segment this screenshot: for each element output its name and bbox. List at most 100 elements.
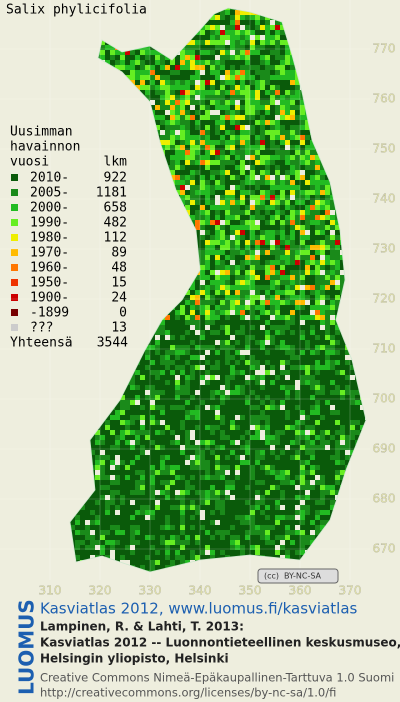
cell	[215, 45, 220, 50]
cell	[100, 45, 105, 50]
cell	[235, 425, 240, 430]
cell	[210, 275, 215, 280]
cell	[350, 315, 355, 320]
cell	[210, 220, 215, 225]
cell	[355, 350, 360, 355]
cell	[90, 150, 95, 155]
cell	[210, 415, 215, 420]
cell	[145, 30, 150, 35]
cell	[235, 225, 240, 230]
cell	[305, 395, 310, 400]
cell	[360, 410, 365, 415]
cell	[350, 35, 355, 40]
cell	[90, 135, 95, 140]
cell	[340, 110, 345, 115]
cell	[190, 330, 195, 335]
cell	[200, 8, 205, 10]
cell	[80, 330, 85, 335]
cell	[200, 120, 205, 125]
cell	[145, 20, 150, 25]
cell	[300, 195, 305, 200]
cell	[345, 80, 350, 85]
cell	[315, 340, 320, 345]
cell	[150, 140, 155, 145]
cell	[170, 240, 175, 245]
cell	[265, 250, 270, 255]
cell	[140, 25, 145, 30]
cell	[340, 415, 345, 420]
cell	[295, 140, 300, 145]
cell	[85, 265, 90, 270]
cell	[80, 320, 85, 325]
cell	[255, 145, 260, 150]
cell	[255, 50, 260, 55]
cell	[330, 170, 335, 175]
cell	[250, 355, 255, 360]
cell	[310, 60, 315, 65]
cell	[140, 415, 145, 420]
cell	[320, 55, 325, 60]
cell	[355, 100, 360, 105]
cell	[290, 85, 295, 90]
cell	[210, 265, 215, 270]
cell	[335, 385, 340, 390]
cell	[295, 220, 300, 225]
cell	[205, 285, 210, 290]
cell	[225, 20, 230, 25]
cell	[285, 155, 290, 160]
cell	[270, 75, 275, 80]
cell	[305, 215, 310, 220]
cell	[250, 390, 255, 395]
cell	[70, 290, 75, 295]
cell	[185, 420, 190, 425]
cell	[325, 100, 330, 105]
cell	[245, 415, 250, 420]
cell	[150, 345, 155, 350]
cell	[245, 200, 250, 205]
cell	[330, 215, 335, 220]
cell	[235, 265, 240, 270]
cell	[305, 50, 310, 55]
cell	[305, 75, 310, 80]
cell	[165, 405, 170, 410]
cell	[310, 25, 315, 30]
cell	[250, 405, 255, 410]
cell	[105, 110, 110, 115]
cell	[245, 120, 250, 125]
cell	[260, 255, 265, 260]
cell	[195, 225, 200, 230]
cell	[85, 325, 90, 330]
cell	[215, 310, 220, 315]
cell	[260, 190, 265, 195]
cell	[120, 135, 125, 140]
cell	[90, 275, 95, 280]
cell	[350, 215, 355, 220]
cell	[190, 180, 195, 185]
cell	[350, 65, 355, 70]
cell	[170, 310, 175, 315]
cell	[140, 430, 145, 435]
cell	[235, 120, 240, 125]
cell	[160, 25, 165, 30]
cell	[245, 45, 250, 50]
cell	[210, 330, 215, 335]
cell	[270, 335, 275, 340]
cell	[365, 240, 366, 245]
cell	[235, 50, 240, 55]
cell	[165, 420, 170, 425]
cell	[240, 405, 245, 410]
cell	[245, 400, 250, 405]
cell	[235, 280, 240, 285]
cell	[75, 20, 80, 25]
cell	[270, 265, 275, 270]
cell	[340, 50, 345, 55]
cell	[275, 385, 280, 390]
cell	[130, 425, 135, 430]
cell	[280, 90, 285, 95]
cell	[115, 420, 120, 425]
cell	[90, 390, 95, 395]
cell	[255, 130, 260, 135]
cell	[240, 370, 245, 375]
cell	[150, 365, 155, 370]
cell	[180, 370, 185, 375]
